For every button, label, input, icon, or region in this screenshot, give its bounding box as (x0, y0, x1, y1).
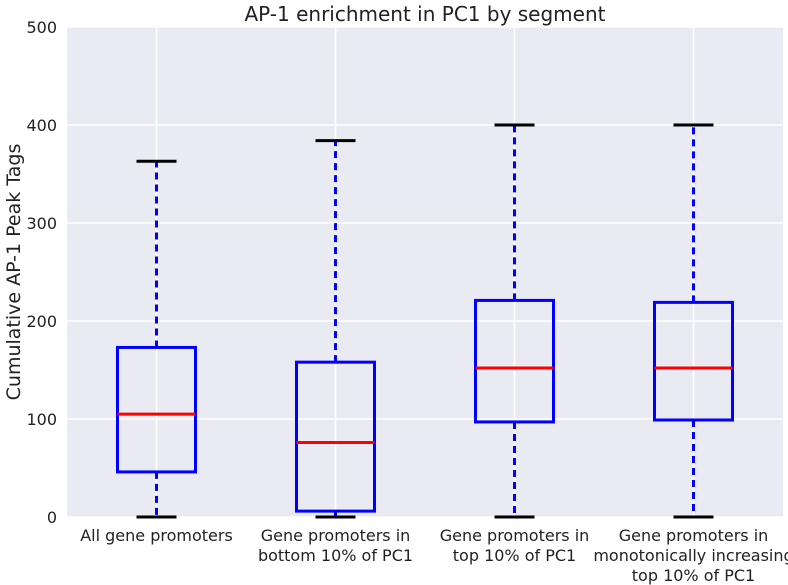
iqr-box (474, 298, 555, 424)
x-category-label: Gene promoters in top 10% of PC1 (440, 526, 590, 565)
x-category-label-line: top 10% of PC1 (632, 566, 755, 585)
x-category-label-line: monotonically increasing (593, 546, 788, 565)
box-group (653, 123, 734, 519)
plot-background (67, 27, 783, 517)
x-category-label-line: Gene promoters in (261, 526, 411, 545)
boxes (116, 123, 734, 519)
iqr-box (116, 345, 197, 474)
y-tick-label: 300 (26, 214, 57, 233)
x-category-label-line: bottom 10% of PC1 (258, 546, 413, 565)
x-category-label-line: Gene promoters in (440, 526, 590, 545)
x-category-label-line: Gene promoters in (619, 526, 769, 545)
x-category-label-line: All gene promoters (80, 526, 233, 545)
x-category-label: Gene promoters in monotonically increasin… (593, 526, 788, 585)
y-tick-label: 500 (26, 18, 57, 37)
x-axis-categories: All gene promoters Gene promoters in botto… (80, 526, 788, 585)
chart-title: AP-1 enrichment in PC1 by segment (244, 2, 605, 26)
y-tick-label: 200 (26, 312, 57, 331)
box-group (116, 159, 197, 519)
iqr-box (653, 300, 734, 422)
y-tick-label: 400 (26, 116, 57, 135)
x-category-label: All gene promoters (80, 526, 233, 545)
x-category-label-line: top 10% of PC1 (453, 546, 576, 565)
box-group (474, 123, 555, 519)
x-category-label: Gene promoters in bottom 10% of PC1 (258, 526, 413, 565)
y-axis-label: Cumulative AP-1 Peak Tags (3, 144, 25, 401)
y-axis-ticks: 0 100 200 300 400 500 (26, 18, 57, 527)
iqr-box (295, 360, 376, 513)
y-tick-label: 100 (26, 410, 57, 429)
y-tick-label: 0 (47, 508, 57, 527)
box-group (295, 139, 376, 519)
